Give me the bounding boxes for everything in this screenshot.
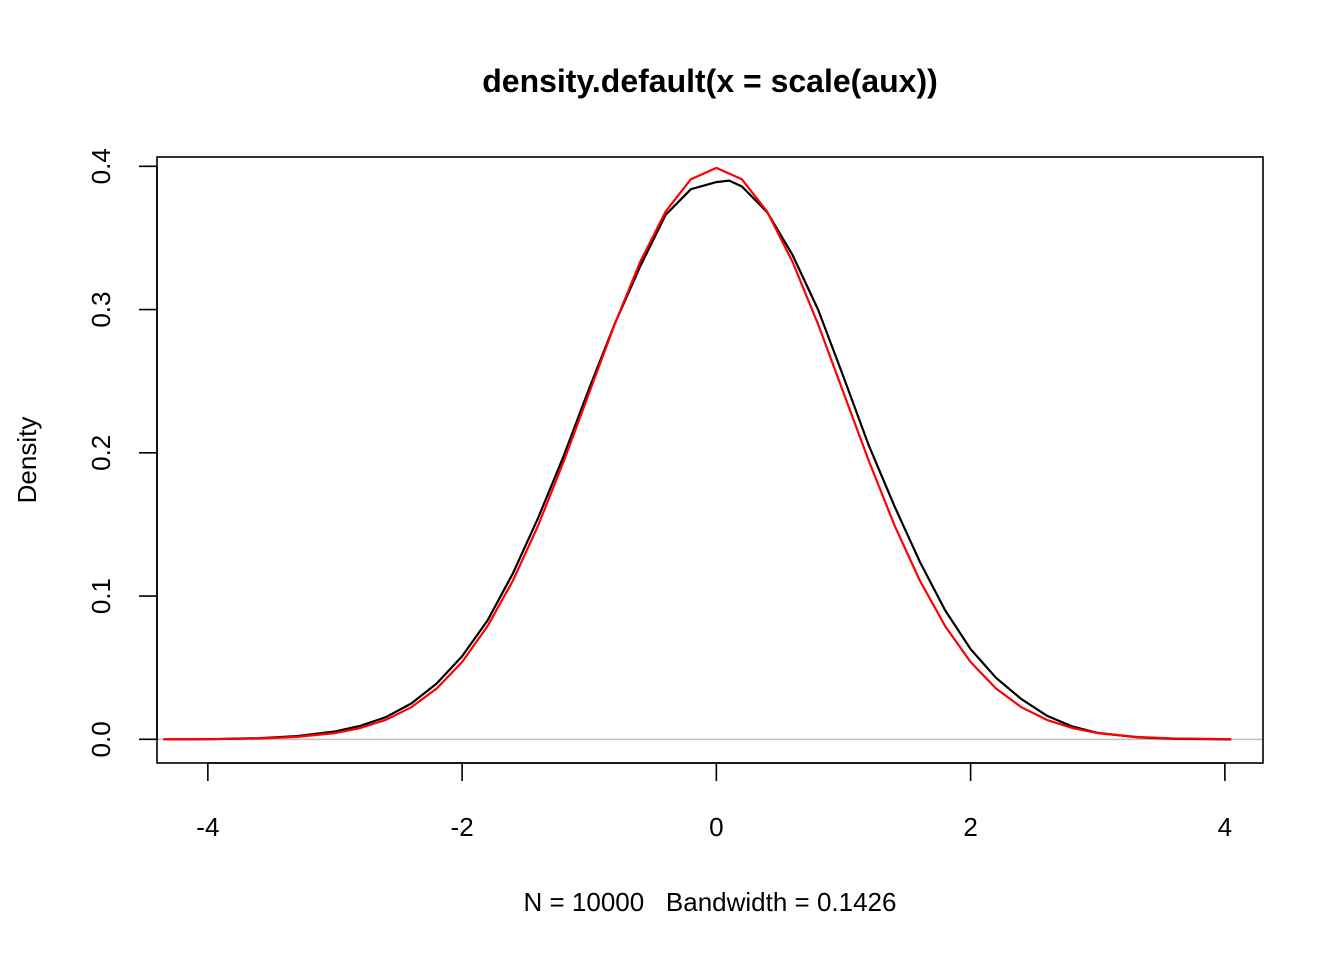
plot-frame [156, 156, 1264, 764]
y-tick-label: 0.4 [86, 148, 116, 184]
x-tick-label: 0 [709, 812, 723, 842]
x-axis-label: N = 10000 Bandwidth = 0.1426 [524, 887, 897, 917]
chart-title: density.default(x = scale(aux)) [482, 63, 938, 99]
x-tick-label: -2 [451, 812, 474, 842]
series-line-2 [163, 166, 1232, 741]
axes: -4 -2 0 2 4 0.0 0.1 0.2 0.3 0.4 [86, 148, 1264, 842]
x-tick-label: 4 [1218, 812, 1232, 842]
plot-area [157, 166, 1263, 741]
y-axis-label: Density [12, 417, 42, 504]
x-tick-label: 2 [963, 812, 977, 842]
series-line-1 [163, 179, 1232, 741]
x-tick-label: -4 [196, 812, 219, 842]
y-tick-label: 0.0 [86, 721, 116, 757]
y-tick-label: 0.3 [86, 292, 116, 328]
y-tick-label: 0.2 [86, 435, 116, 471]
y-tick-label: 0.1 [86, 578, 116, 614]
